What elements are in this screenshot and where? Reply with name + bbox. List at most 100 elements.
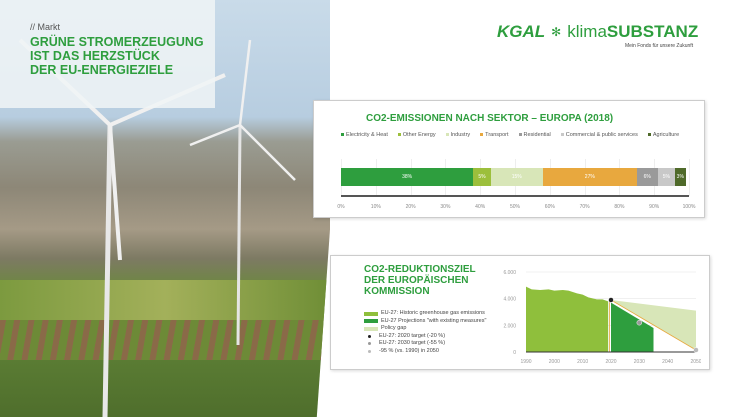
legend-label: Residential [523,132,551,138]
chart-title: CO2-EMISSIONEN NACH SEKTOR – EUROPA (201… [366,113,614,124]
legend: Electricity & Heat Other Energy Industry Tr… [341,132,679,138]
legend-marker [368,334,371,338]
legend-label: Industry [450,132,471,138]
legend-swatch [445,133,449,137]
x-tick-label: 100% [682,204,696,210]
legend-item: Commercial & public services [560,132,638,138]
x-tick-label: 1990 [520,359,531,365]
kgal-logo: KGAL [497,22,546,41]
historic-emissions-area [526,286,609,352]
x-axis [341,195,689,197]
legend-item: Electricity & Heat [341,132,388,138]
projection-area [611,302,654,352]
legend-label: EU-27: Historic greenhouse gas emissions [381,310,485,316]
legend-label: Electricity & Heat [346,132,388,138]
x-tick-label: 40% [475,204,486,210]
title-line: KOMMISSION [364,286,430,297]
legend-marker [368,349,371,353]
slogan: Mein Fonds für unsere Zukunft [625,43,694,49]
legend-item: Agriculture [647,132,680,138]
bar-segment: 5% [473,168,491,186]
y-tick-label: 2.000 [503,323,516,329]
brand-logo: KGAL ✻ klimaSUBSTANZ [497,22,698,42]
x-tick-label: 70% [579,204,590,210]
x-tick-label: 30% [440,204,451,210]
legend-item: Transport [480,132,509,138]
title-line: IST DAS HERZSTÜCK [30,49,160,63]
bar-segment: 3% [675,168,686,186]
legend-label: EU-27 Projections "with existing measure… [381,317,487,324]
legend-label: Commercial & public services [565,132,638,138]
x-tick-label: 2050 [690,359,701,365]
x-tick-label: 60% [544,204,555,210]
legend-label: Transport [485,132,509,138]
legend-item: -95 % (vs. 1990) in 2050 [364,348,486,356]
legend-item: EU-27: 2030 target (-55 %) [364,340,486,348]
windmill-icon: ✻ [551,25,562,39]
legend-swatch [364,311,378,316]
x-tick-label: 2020 [605,359,616,365]
legend-label: EU-27: 2030 target (-55 %) [379,340,446,346]
x-tick-label: 20% [405,204,416,210]
bar-segment: 38% [341,168,474,186]
legend-label: Policy gap [381,325,407,331]
legend-item: EU-27 Projections "with existing measure… [364,318,486,326]
legend-item: Other Energy [397,132,436,138]
legend-item: Industry [445,132,471,138]
legend-item: Residential [518,132,551,138]
legend-swatch [397,133,401,137]
y-tick-label: 0 [513,350,516,356]
legend: EU-27: Historic greenhouse gas emissions… [364,310,486,355]
target-point [608,297,614,303]
bar-segment: 15% [490,168,543,186]
legend-swatch [560,133,564,137]
page-title: GRÜNE STROMERZEUGUNG IST DAS HERZSTÜCK D… [30,35,220,77]
legend-label: -95 % (vs. 1990) in 2050 [379,347,439,354]
x-tick-label: 80% [614,204,625,210]
y-tick-label: 6.000 [503,270,516,276]
target-path-line [610,299,697,351]
klima-logo: klimaSUBSTANZ [567,22,698,42]
legend-swatch [364,326,378,331]
section-kicker: // Markt [30,22,61,32]
legend-swatch [364,319,378,324]
sector-emissions-card: CO2-EMISSIONEN NACH SEKTOR – EUROPA (201… [313,100,705,218]
legend-label: Other Energy [402,132,436,138]
bar-segment: 27% [542,168,637,186]
legend-marker [368,342,371,346]
legend-swatch [341,133,344,137]
area-chart: 0 2.000 4.000 6.000 1990 2000 2010 2020 2030 2040… [503,270,701,365]
bar-segment: 5% [657,168,676,186]
legend-item: EU-27: 2020 target (-20 %) [364,333,486,341]
legend-item: Policy gap [364,325,486,333]
gridline [689,159,690,196]
x-tick-label: 2030 [634,359,645,365]
turbine-icon [18,38,296,417]
x-tick-label: 90% [649,204,660,210]
legend-label: Agriculture [652,132,680,138]
y-tick-label: 4.000 [503,297,516,303]
title-line: CO2-REDUKTIONSZIEL [364,264,476,275]
title-line: DER EUROPÄISCHEN [364,275,469,286]
chart-title: CO2-REDUKTIONSZIEL DER EUROPÄISCHEN KOMM… [364,264,476,297]
legend-swatch [480,133,484,137]
x-tick-label: 2040 [662,359,673,365]
target-point [636,319,643,326]
target-point [693,347,699,353]
legend-swatch [518,133,522,137]
x-tick-label: 2000 [549,359,560,365]
x-tick-label: 0% [337,204,345,210]
reduction-target-card: CO2-REDUKTIONSZIEL DER EUROPÄISCHEN KOMM… [330,255,710,370]
bar-segment: 6% [636,168,658,186]
x-tick-label: 50% [509,204,521,210]
legend-label: EU-27: 2020 target (-20 %) [379,332,446,339]
substanz-text: SUBSTANZ [606,22,699,41]
title-line: DER EU-ENERGIEZIELE [30,63,174,77]
x-tick-label: 2010 [577,359,588,365]
legend-swatch [647,133,651,137]
klima-text: klima [567,22,607,41]
x-tick-label: 10% [370,204,381,210]
legend-item: EU-27: Historic greenhouse gas emissions [364,310,486,318]
title-line: GRÜNE STROMERZEUGUNG [30,35,204,49]
title-box: // Markt GRÜNE STROMERZEUGUNG IST DAS HE… [0,0,215,108]
